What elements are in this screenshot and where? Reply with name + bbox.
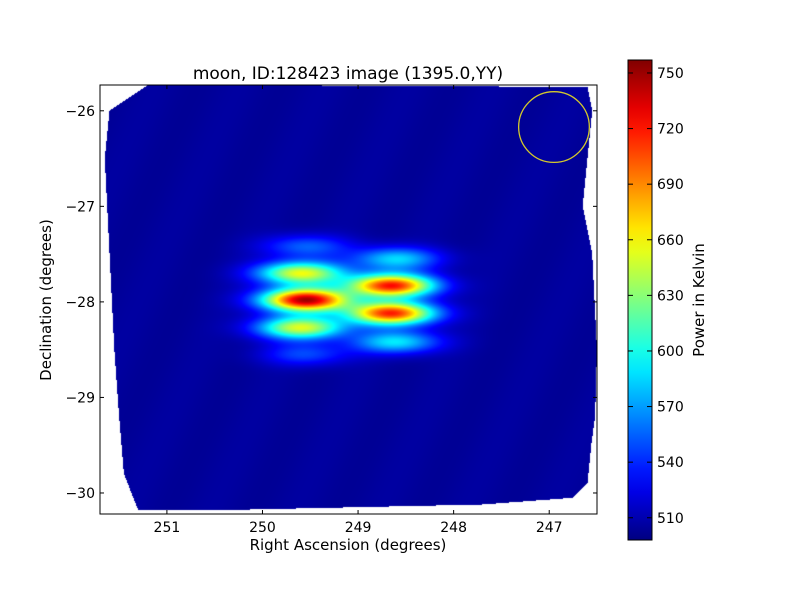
colorbar-label: Power in Kelvin xyxy=(690,243,708,357)
beam-circle xyxy=(517,91,590,164)
y-tick-label: −26 xyxy=(65,104,95,120)
x-tick-label: 248 xyxy=(440,520,467,536)
colorbar-tick-label: 600 xyxy=(657,344,684,360)
colorbar-tick-label: 570 xyxy=(657,400,684,416)
x-tick-label: 250 xyxy=(249,520,276,536)
x-axis: 251 250 249 248 247 xyxy=(154,85,563,536)
colorbar-tick-label: 630 xyxy=(657,288,684,304)
colorbar-tick-label: 540 xyxy=(657,455,684,471)
y-axis-label: Declination (degrees) xyxy=(37,219,55,381)
colorbar-tick-label: 660 xyxy=(657,233,684,249)
colorbar-tick-label: 750 xyxy=(657,66,684,82)
y-tick-label: −27 xyxy=(65,199,95,215)
x-tick-label: 251 xyxy=(154,520,181,536)
colorbar-tick-label: 510 xyxy=(657,511,684,527)
y-tick-label: −28 xyxy=(65,295,95,311)
colorbar-frame xyxy=(627,59,653,541)
plot-frame xyxy=(99,84,598,515)
chart-title: moon, ID:128423 image (1395.0,YY) xyxy=(193,64,503,84)
plot-area: 251 250 249 248 247 −26 −27 −28 −29 −30 xyxy=(65,84,598,536)
colorbar-gradient xyxy=(628,60,652,540)
heatmap xyxy=(100,85,597,514)
x-axis-label: Right Ascension (degrees) xyxy=(250,536,447,554)
colorbar-tick-label: 720 xyxy=(657,122,684,138)
y-tick-label: −30 xyxy=(65,486,95,502)
y-axis: −26 −27 −28 −29 −30 xyxy=(65,104,597,502)
colorbar-ticks: 510 540 570 600 630 660 690 720 750 xyxy=(628,66,684,527)
x-tick-label: 247 xyxy=(536,520,563,536)
colorbar-tick-label: 690 xyxy=(657,177,684,193)
heatmap-image xyxy=(100,85,597,514)
y-tick-label: −29 xyxy=(65,390,95,406)
x-tick-label: 249 xyxy=(345,520,372,536)
colorbar: 510 540 570 600 630 660 690 720 750 Power in Kel… xyxy=(627,59,708,541)
